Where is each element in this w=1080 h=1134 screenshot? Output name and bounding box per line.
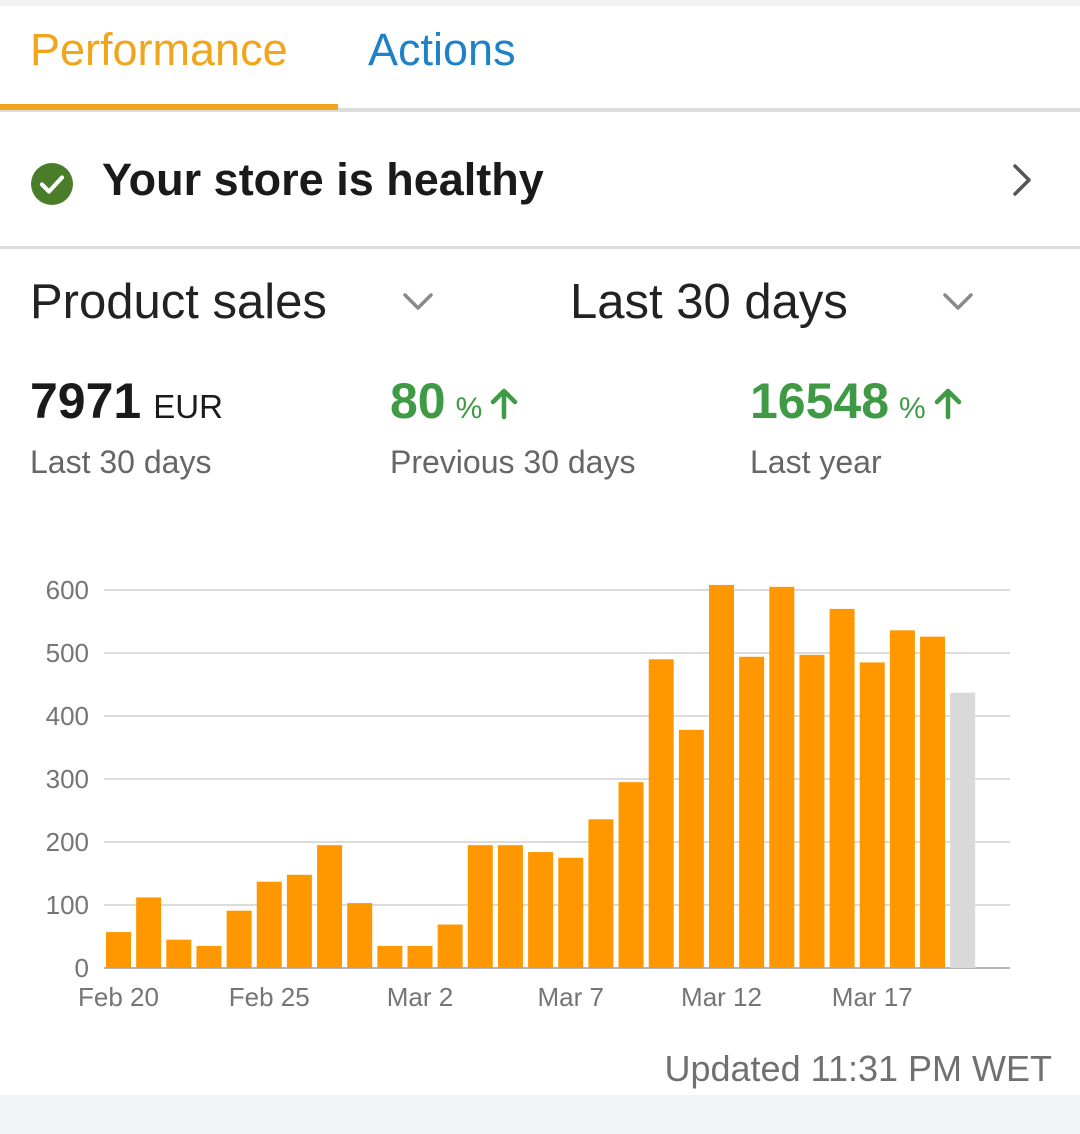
chart-bar [347,903,373,968]
chart-bar [799,654,825,968]
chart-bar [618,782,644,968]
chart-bar [497,845,523,968]
stat-unit: EUR [153,388,223,425]
chart-bar [709,584,734,968]
x-tick-label: Mar 17 [832,982,913,1012]
top-edge [0,0,1080,6]
stat-value: 16548 [750,373,890,429]
chart-bar [920,636,946,968]
stat-unit: % [899,392,926,425]
arrow-up-icon [934,388,961,420]
x-tick-label: Feb 25 [229,982,310,1012]
y-tick-label: 100 [46,890,89,920]
chart-bar [950,692,976,968]
stat-label: Last year [750,444,882,480]
chart-bar [256,881,282,968]
section-divider [0,246,1080,249]
chevron-right-icon [1013,164,1031,196]
tab-actions[interactable]: Actions [368,24,516,75]
chart-bar [558,857,584,968]
chart-bar [317,845,343,968]
y-tick-label: 200 [46,827,89,857]
stat-unit: % [455,392,483,425]
stat-vs-previous: 80% Previous 30 days [390,372,635,481]
sales-bar-chart: 0 100 200 300 400 500 600 Feb 20 Feb 25 Mar 2 Mar … [46,575,1010,1012]
chart-bar [106,932,131,968]
chart-bar [136,897,162,968]
bottom-bar [0,1095,1080,1134]
x-tick-label: Mar 12 [681,982,762,1012]
x-tick-label: Mar 2 [387,982,453,1012]
chevron-down-icon [943,293,973,310]
chart-bar [467,845,493,968]
chart-bar [286,874,312,968]
metric-dropdown[interactable]: Product sales [30,270,460,334]
y-tick-label: 500 [46,638,89,668]
chart-bar [739,656,765,968]
chart-bar [769,586,795,968]
metric-dropdown-label: Product sales [30,275,327,329]
y-tick-label: 600 [46,575,89,605]
stat-value: 7971 [30,373,142,429]
chart-bar [648,659,674,968]
x-tick-label: Mar 7 [538,982,604,1012]
chart-bar [678,729,704,968]
stat-label: Last 30 days [30,444,212,480]
tab-bar: Performance Actions [0,6,1080,112]
x-tick-label: Feb 20 [78,982,159,1012]
date-range-dropdown[interactable]: Last 30 days [570,270,990,334]
chart-bar [166,939,192,968]
chevron-down-icon [403,293,433,310]
chart-bar [407,945,433,968]
tab-performance[interactable]: Performance [30,24,288,75]
check-circle-icon [31,163,73,205]
tab-divider [0,108,1080,112]
chart-bar [859,662,885,968]
chart-bar [528,852,554,968]
y-tick-label: 400 [46,701,89,731]
y-tick-label: 0 [75,953,89,983]
store-health-status: Your store is healthy [102,154,544,205]
arrow-up-icon [491,388,518,420]
y-tick-label: 300 [46,764,89,794]
date-range-dropdown-label: Last 30 days [570,275,848,329]
stat-value: 80 [390,373,446,429]
store-health-row[interactable]: Your store is healthy [0,112,1080,246]
stat-vs-last-year: 16548% Last year [750,372,964,481]
chart-bar [226,910,252,968]
active-tab-indicator [0,104,338,110]
chart-bar [196,945,222,968]
chart-bar [377,945,403,968]
chart-bar [829,608,855,968]
last-updated-text: Updated 11:31 PM WET [664,1048,1052,1089]
chart-bar [588,819,614,968]
chart-bar [889,630,915,968]
stat-label: Previous 30 days [390,444,636,480]
stat-total-sales: 7971 EUR Last 30 days [30,372,223,481]
chart-bar [437,924,463,968]
